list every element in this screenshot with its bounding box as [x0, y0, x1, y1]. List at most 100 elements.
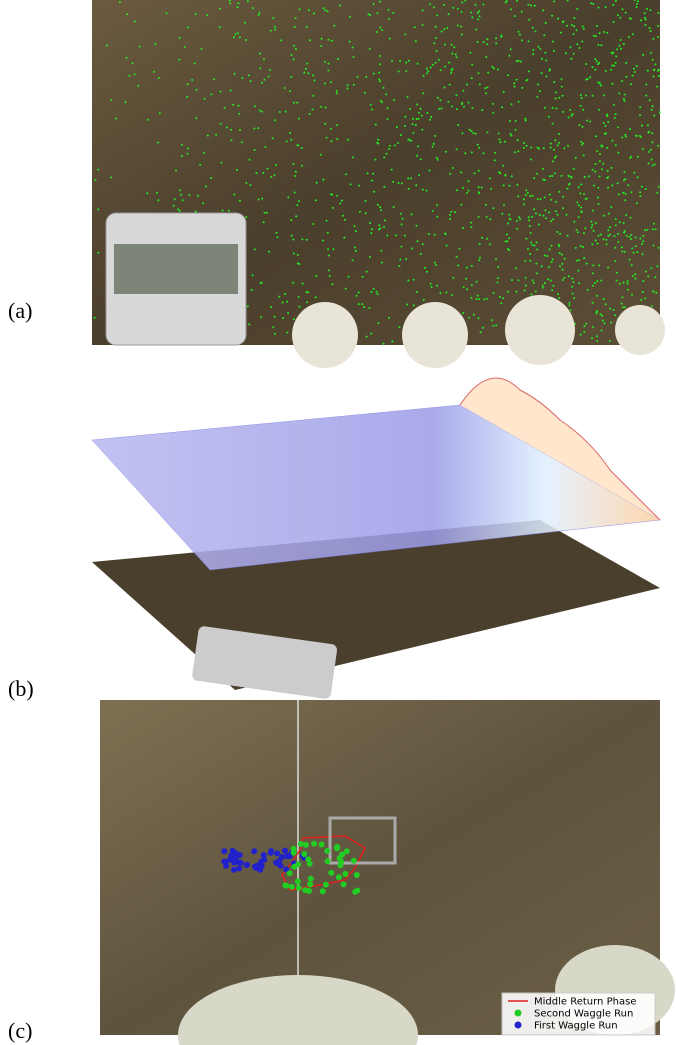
flow-point [551, 160, 554, 163]
flow-point [613, 103, 615, 106]
flow-point [293, 44, 296, 47]
flow-point [644, 229, 646, 232]
flow-point [633, 171, 636, 174]
flow-point [550, 198, 553, 201]
flow-point [363, 306, 366, 309]
flow-point [465, 266, 468, 269]
flow-point [260, 110, 263, 113]
second-run-point [294, 878, 301, 885]
flow-point [307, 9, 310, 12]
legend-dot [514, 1021, 522, 1029]
flow-point [617, 193, 620, 196]
flow-point [455, 56, 458, 59]
flow-point [379, 26, 382, 29]
flow-point [518, 216, 521, 219]
flow-point [273, 315, 276, 318]
flow-point [583, 325, 586, 328]
flow-point [433, 233, 436, 236]
flow-point [516, 0, 518, 2]
flow-point [623, 99, 626, 102]
flow-point [388, 148, 390, 150]
flow-point [517, 30, 520, 33]
flow-point [378, 78, 381, 81]
flow-point [328, 274, 331, 277]
flow-point [339, 4, 342, 7]
flow-point [520, 10, 523, 13]
flow-point [596, 335, 598, 338]
flow-point [591, 284, 594, 287]
flow-point [399, 212, 402, 215]
flow-point [577, 204, 580, 207]
flow-point [606, 113, 609, 116]
first-run-point [221, 858, 228, 865]
flow-point [296, 253, 299, 256]
flow-point [282, 317, 284, 319]
flow-point [651, 228, 654, 231]
panel-label: (b) [8, 676, 34, 701]
flow-point [527, 216, 530, 219]
flow-point [194, 13, 197, 16]
flow-point [430, 286, 433, 288]
flow-point [465, 277, 468, 280]
first-run-point [244, 861, 251, 868]
flow-point [515, 60, 518, 63]
flow-point [580, 210, 583, 213]
flow-point [529, 195, 532, 198]
flow-point [289, 132, 292, 134]
flow-point [490, 319, 493, 322]
flow-point [568, 183, 571, 186]
flow-point [651, 132, 654, 135]
flow-point [352, 56, 355, 59]
flow-point [351, 259, 354, 262]
flow-point [646, 69, 649, 72]
flow-point [354, 250, 357, 252]
flow-point [547, 115, 550, 118]
flow-point [630, 264, 633, 267]
flow-point [612, 20, 615, 23]
flow-point [372, 3, 375, 5]
flow-point [191, 79, 194, 81]
flow-point [575, 29, 578, 32]
flow-point [515, 219, 518, 222]
flow-point [565, 213, 568, 216]
flow-point [443, 28, 446, 31]
flow-point [609, 307, 611, 310]
flow-point [341, 199, 343, 202]
first-run-point [274, 850, 281, 857]
flow-point [563, 147, 566, 150]
flow-point [238, 112, 241, 115]
flow-point [595, 25, 598, 27]
flow-point [636, 202, 638, 205]
flow-point [597, 203, 600, 206]
flow-point [628, 235, 631, 238]
flow-point [295, 215, 298, 218]
flow-point [366, 172, 369, 175]
flow-point [372, 72, 375, 75]
flow-point [165, 12, 168, 15]
flow-point [345, 173, 347, 176]
second-run-point [319, 888, 326, 895]
flow-point [623, 171, 626, 173]
flow-point [336, 58, 339, 60]
flow-point [327, 62, 330, 65]
flow-point [593, 282, 596, 285]
flow-point [158, 112, 161, 115]
flow-point [515, 290, 518, 293]
flow-point [614, 113, 617, 116]
flow-point [585, 63, 588, 65]
flow-point [365, 270, 368, 273]
flow-point [590, 226, 593, 229]
flow-point [493, 159, 496, 162]
flow-point [651, 141, 654, 144]
flow-point [621, 8, 624, 11]
flow-point [326, 10, 329, 13]
flow-point [650, 108, 653, 111]
flow-point [585, 322, 588, 325]
flow-point [183, 45, 186, 48]
flow-point [560, 85, 563, 88]
flow-point [436, 284, 438, 287]
flow-point [656, 265, 659, 268]
flow-point [364, 212, 367, 215]
flow-point [436, 215, 439, 218]
flow-point [296, 144, 299, 147]
